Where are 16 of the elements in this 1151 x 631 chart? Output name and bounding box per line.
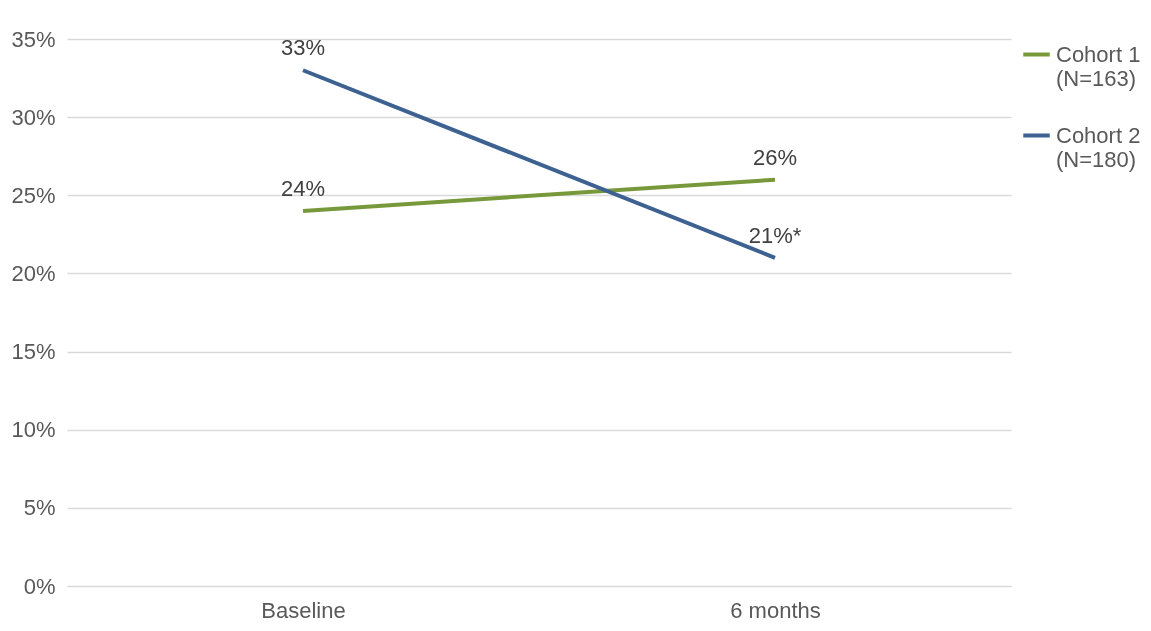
data-label: 33% <box>280 35 326 61</box>
legend-label: Cohort 1 (N=163) <box>1056 41 1141 91</box>
data-label: 24% <box>280 175 326 201</box>
y-tick-label: 0% <box>23 573 56 599</box>
x-tick-label: Baseline <box>261 597 346 623</box>
y-tick-label: 35% <box>11 26 56 52</box>
y-tick-label: 25% <box>11 182 56 208</box>
y-tick-label: 20% <box>11 260 56 286</box>
legend-label: Cohort 2 (N=180) <box>1056 122 1141 172</box>
y-tick-label: 15% <box>11 339 56 365</box>
y-tick-label: 5% <box>23 495 56 521</box>
y-tick-label: 10% <box>11 417 56 443</box>
x-tick-label: 6 months <box>730 597 821 623</box>
data-label: 26% <box>752 144 798 170</box>
y-tick-label: 30% <box>11 104 56 130</box>
data-label: 21%* <box>748 222 802 248</box>
